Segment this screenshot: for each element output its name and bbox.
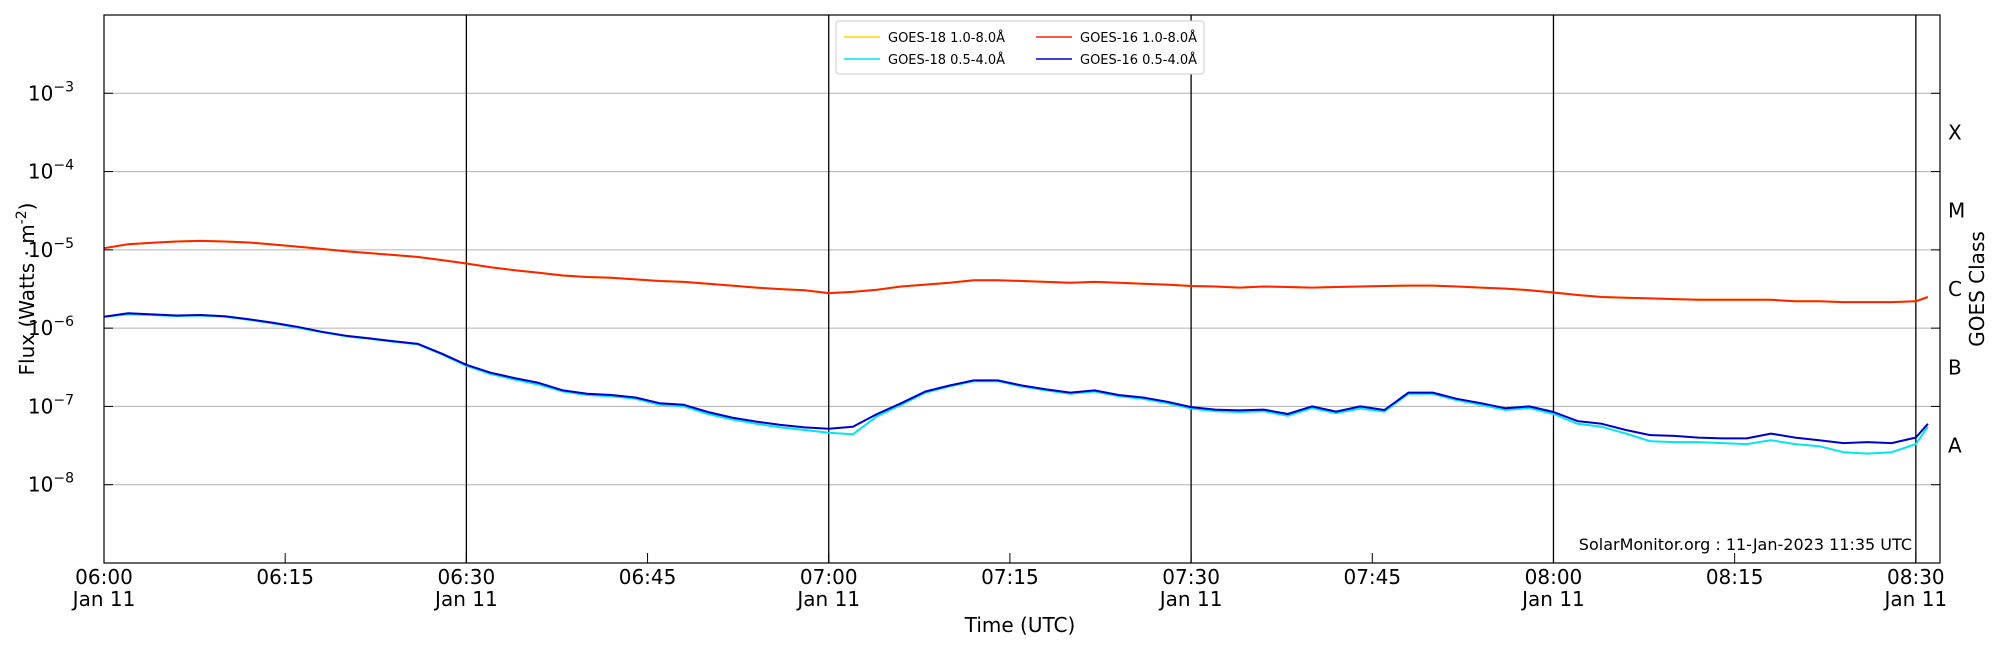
x-tick-label-2: 06:30	[438, 565, 496, 589]
y-tick-base-3: 10	[28, 238, 53, 262]
x-axis-label: Time (UTC)	[964, 613, 1076, 637]
x-tick-date-2: Jan 11	[433, 587, 498, 611]
x-tick-label-4: 07:00	[800, 565, 858, 589]
x-tick-date-10: Jan 11	[1883, 587, 1948, 611]
y-tick-exp-5: −3	[53, 79, 74, 95]
grid-layer	[104, 92, 1940, 486]
y-tick-exp-0: −8	[53, 471, 74, 487]
y-tick-exp-4: −4	[53, 158, 74, 174]
series-layer	[103, 239, 1929, 455]
y-axis-ticks: 10−810−710−610−510−410−3	[28, 79, 1940, 497]
y-tick-base-0: 10	[28, 473, 53, 497]
x-tick-label-9: 08:15	[1706, 565, 1764, 589]
x-tick-label-1: 06:15	[256, 565, 314, 589]
legend: GOES-18 1.0-8.0Å GOES-18 0.5-4.0Å GOES-16 …	[835, 20, 1205, 75]
y-tick-label-1: 10−7	[28, 392, 74, 418]
y-tick-label-2: 10−6	[28, 314, 74, 340]
plot-frame	[103, 14, 1941, 564]
y-tick-label-4: 10−4	[28, 158, 74, 184]
goes-class-c: C	[1948, 277, 1962, 301]
y-tick-exp-2: −6	[53, 314, 74, 330]
right-axis-label: GOES Class	[1965, 231, 1989, 347]
y-tick-base-1: 10	[28, 394, 53, 418]
y-tick-exp-1: −7	[53, 392, 74, 408]
y-tick-exp-3: −5	[53, 236, 74, 252]
x-tick-date-8: Jan 11	[1520, 587, 1585, 611]
x-tick-date-6: Jan 11	[1158, 587, 1223, 611]
x-tick-label-8: 08:00	[1525, 565, 1583, 589]
x-tick-label-0: 06:00	[75, 565, 133, 589]
y-tick-label-3: 10−5	[28, 236, 74, 262]
legend-label-0: GOES-18 1.0-8.0Å	[888, 30, 1005, 46]
y-tick-base-4: 10	[28, 160, 53, 184]
goes-class-b: B	[1948, 355, 1962, 379]
x-tick-date-4: Jan 11	[795, 587, 860, 611]
x-tick-label-6: 07:30	[1162, 565, 1220, 589]
legend-label-2: GOES-16 1.0-8.0Å	[1080, 30, 1197, 46]
goes-class-m: M	[1948, 199, 1965, 223]
x-tick-label-5: 07:15	[981, 565, 1039, 589]
series-line-2	[103, 239, 1929, 304]
legend-box	[835, 20, 1205, 75]
x-tick-label-3: 06:45	[619, 565, 677, 589]
legend-label-3: GOES-16 0.5-4.0Å	[1080, 52, 1197, 68]
y-axis-label-exponent: -2	[14, 210, 30, 224]
series-line-3	[103, 312, 1929, 445]
y-tick-base-5: 10	[28, 81, 53, 105]
legend-label-1: GOES-18 0.5-4.0Å	[888, 52, 1005, 68]
y-axis-label-text: Flux (Watts · m	[15, 224, 39, 375]
goes-class-x: X	[1948, 120, 1962, 144]
x-tick-label-10: 08:30	[1887, 565, 1945, 589]
y-axis-label: Flux (Watts · m-2)	[14, 203, 39, 376]
y-axis-label-close: )	[15, 203, 39, 211]
y-tick-label-5: 10−3	[28, 79, 74, 105]
vertical-lines-layer	[465, 15, 1917, 563]
y-tick-base-2: 10	[28, 316, 53, 340]
goes-class-a: A	[1948, 434, 1962, 458]
x-tick-date-0: Jan 11	[71, 587, 136, 611]
x-tick-label-7: 07:45	[1343, 565, 1401, 589]
legend-entries: GOES-18 1.0-8.0Å GOES-18 0.5-4.0Å GOES-16 …	[844, 30, 1197, 68]
goes-class-labels: A B C M X	[1948, 120, 1965, 457]
source-annotation: SolarMonitor.org : 11-Jan-2023 11:35 UTC	[1579, 535, 1912, 554]
y-tick-label-0: 10−8	[28, 471, 74, 497]
